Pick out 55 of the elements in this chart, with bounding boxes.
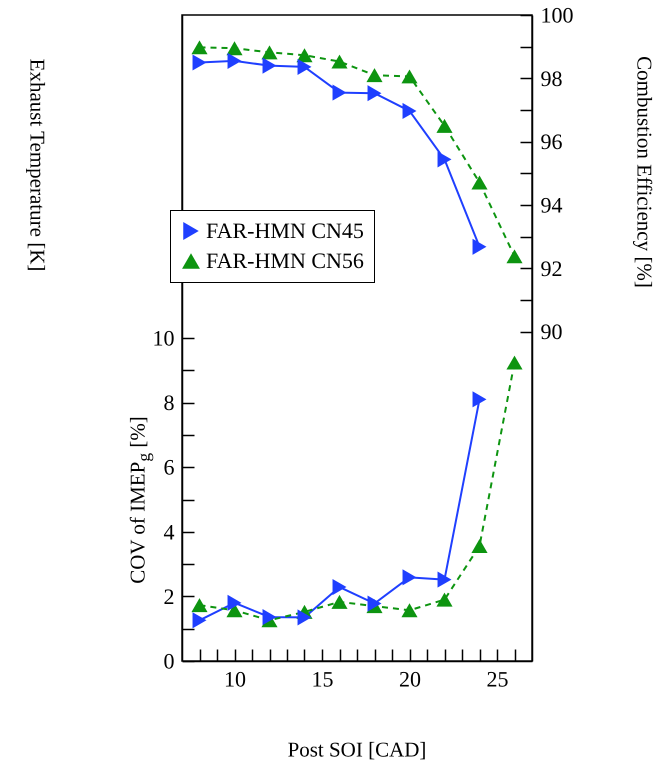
point xyxy=(331,594,348,609)
legend-label: FAR-HMN CN45 xyxy=(206,218,364,243)
point xyxy=(402,569,416,586)
point xyxy=(472,391,486,408)
legend-label: FAR-HMN CN56 xyxy=(206,248,364,273)
point xyxy=(332,84,346,101)
x-axis-title: Post SOI [CAD] xyxy=(288,738,426,762)
x-tick-label: 15 xyxy=(312,666,334,692)
y-tick-label: 10 xyxy=(152,326,174,350)
point xyxy=(366,68,383,82)
point xyxy=(191,40,208,54)
point xyxy=(298,609,312,626)
point xyxy=(192,612,206,628)
point xyxy=(438,151,452,168)
y2-tick-label: 94 xyxy=(540,192,562,218)
point xyxy=(298,58,312,75)
point xyxy=(228,594,242,611)
y2-tick-label: 92 xyxy=(540,256,562,281)
y-tick-label: 8 xyxy=(164,390,174,416)
point xyxy=(438,572,452,588)
y-tick-label: 6 xyxy=(164,454,174,480)
point xyxy=(472,238,486,255)
x-tick-label: 25 xyxy=(486,666,508,692)
point xyxy=(401,603,418,618)
point xyxy=(436,118,453,133)
point xyxy=(471,176,488,190)
y2-tick-label: 90 xyxy=(540,319,562,344)
y2-tick-label: 100 xyxy=(540,2,574,28)
text: Exhaust Temperature [K] xyxy=(24,58,50,272)
point xyxy=(436,592,453,607)
point xyxy=(506,356,523,370)
point xyxy=(296,48,313,62)
y-tick-label: 2 xyxy=(164,584,174,609)
point xyxy=(262,609,276,626)
point xyxy=(368,85,382,102)
point xyxy=(262,58,276,74)
point xyxy=(261,45,278,60)
y2-axis-title: Combustion Efficiency [%] xyxy=(632,56,656,288)
point xyxy=(192,54,206,71)
y-tick-label: 0 xyxy=(164,648,174,674)
point xyxy=(368,595,382,612)
point xyxy=(226,41,243,56)
y2-tick-label: 96 xyxy=(540,129,562,154)
y2-tick-label: 98 xyxy=(540,66,562,91)
point xyxy=(331,54,348,69)
point xyxy=(228,52,242,69)
y-tick-label: 4 xyxy=(164,519,174,544)
point xyxy=(401,69,418,84)
point xyxy=(471,539,488,553)
point xyxy=(191,598,208,612)
x-tick-label: 10 xyxy=(224,666,246,692)
point xyxy=(402,102,416,120)
point xyxy=(506,249,523,264)
x-tick-label: 20 xyxy=(399,666,421,692)
point xyxy=(332,578,346,596)
